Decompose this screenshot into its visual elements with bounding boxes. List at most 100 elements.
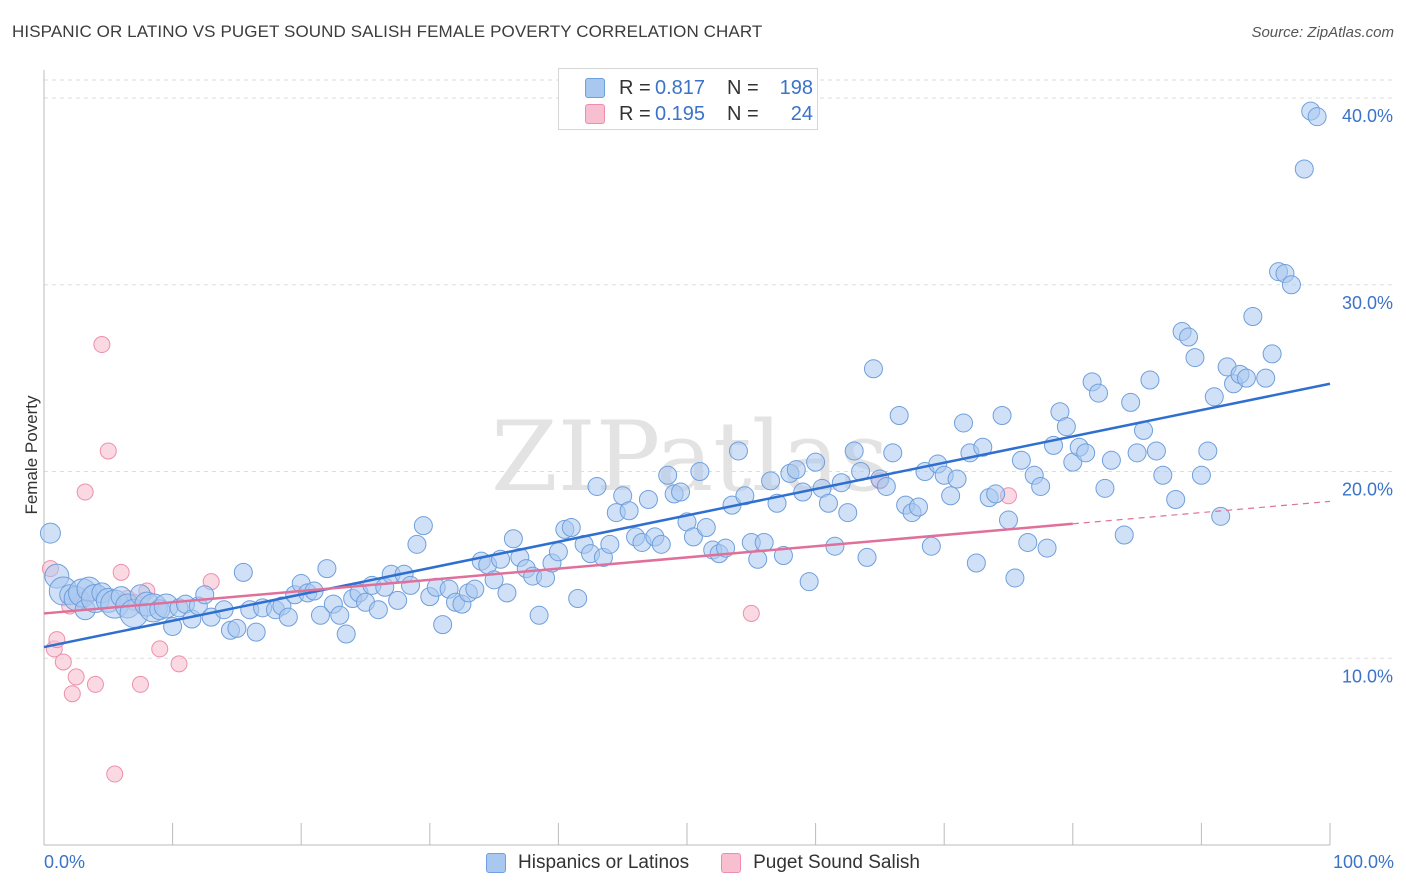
point-hispanics — [786, 460, 806, 480]
point-hispanics — [503, 529, 523, 549]
point-hispanics — [947, 469, 967, 489]
legend-label-salish: Puget Sound Salish — [753, 852, 920, 873]
point-hispanics — [966, 553, 986, 573]
point-hispanics — [407, 534, 427, 554]
y-tick-label: 30.0% — [1342, 293, 1393, 313]
legend-label-hispanics: Hispanics or Latinos — [518, 852, 690, 873]
point-salish — [54, 653, 72, 671]
point-salish — [76, 483, 94, 501]
point-hispanics — [1056, 417, 1076, 437]
point-hispanics — [638, 490, 658, 510]
point-hispanics — [1185, 348, 1205, 368]
chart-title: HISPANIC OR LATINO VS PUGET SOUND SALISH… — [12, 22, 763, 41]
point-salish — [99, 442, 117, 460]
point-hispanics — [1166, 490, 1186, 510]
legend-item-salish: Puget Sound Salish — [721, 852, 920, 874]
point-hispanics — [233, 562, 253, 582]
point-hispanics — [799, 572, 819, 592]
legend-swatch-blue — [585, 78, 605, 98]
trend-lines — [43, 382, 1331, 649]
point-hispanics — [1153, 465, 1173, 485]
point-hispanics — [818, 493, 838, 513]
point-hispanics — [246, 622, 266, 642]
legend-item-hispanics: Hispanics or Latinos — [486, 852, 689, 874]
legend-row-salish: R = 0.195 N = 24 — [585, 102, 813, 126]
point-hispanics — [973, 437, 993, 457]
legend-r-label: R = — [619, 76, 651, 99]
point-hispanics — [1076, 443, 1096, 463]
point-hispanics — [413, 516, 433, 536]
point-hispanics — [1243, 307, 1263, 327]
legend-r-label: R = — [619, 102, 651, 125]
point-hispanics — [1179, 327, 1199, 347]
point-hispanics — [1262, 344, 1282, 364]
point-hispanics — [39, 522, 61, 544]
series-legend: Hispanics or Latinos Puget Sound Salish — [0, 852, 1406, 874]
trend-line-hispanics — [43, 382, 1331, 649]
point-hispanics — [336, 624, 356, 644]
point-hispanics — [497, 583, 517, 603]
point-hispanics — [1101, 450, 1121, 470]
point-hispanics — [1236, 368, 1256, 388]
legend-n-label: N = — [727, 102, 759, 125]
point-hispanics — [921, 536, 941, 556]
point-hispanics — [1005, 568, 1025, 588]
point-hispanics — [999, 510, 1018, 530]
point-salish — [63, 685, 81, 703]
y-tick-label: 20.0% — [1342, 480, 1393, 500]
point-hispanics — [1294, 159, 1314, 179]
point-hispanics — [1011, 450, 1031, 470]
point-hispanics — [1114, 525, 1134, 545]
point-salish — [93, 336, 111, 354]
point-hispanics — [889, 405, 909, 425]
x-tick-max: 100.0% — [1332, 852, 1394, 872]
point-salish — [112, 563, 130, 581]
point-hispanics — [548, 542, 568, 562]
point-hispanics — [1089, 383, 1109, 403]
point-hispanics — [651, 534, 671, 554]
point-hispanics — [310, 605, 330, 625]
point-hispanics — [1127, 443, 1147, 463]
series-hispanics-or-latinos — [39, 101, 1327, 644]
point-hispanics — [330, 605, 350, 625]
point-hispanics — [1121, 392, 1141, 412]
point-hispanics — [761, 471, 781, 491]
y-tick-label: 40.0% — [1342, 106, 1393, 126]
y-tick-label: 10.0% — [1342, 666, 1393, 686]
point-salish — [106, 765, 124, 783]
point-hispanics — [671, 482, 691, 502]
point-hispanics — [1281, 275, 1301, 295]
point-hispanics — [806, 452, 826, 472]
point-salish — [151, 640, 169, 658]
point-hispanics — [317, 559, 337, 579]
point-hispanics — [587, 476, 607, 496]
point-hispanics — [1095, 478, 1115, 498]
point-hispanics — [1256, 368, 1276, 388]
legend-swatch-pink — [721, 853, 742, 873]
point-hispanics — [992, 405, 1012, 425]
legend-n-label: N = — [727, 76, 759, 99]
point-hispanics — [401, 575, 421, 595]
point-hispanics — [953, 413, 973, 433]
point-hispanics — [600, 534, 620, 554]
point-hispanics — [838, 503, 858, 523]
point-hispanics — [696, 518, 716, 538]
point-hispanics — [568, 588, 588, 608]
point-hispanics — [754, 532, 774, 552]
legend-n-value: 24 — [790, 102, 813, 125]
point-hispanics — [728, 441, 748, 461]
point-hispanics — [1018, 532, 1038, 552]
point-hispanics — [941, 486, 961, 506]
point-hispanics — [683, 527, 703, 547]
point-hispanics — [1146, 441, 1166, 461]
point-hispanics — [876, 476, 896, 496]
point-salish — [170, 655, 188, 673]
trend-line-salish — [43, 522, 1073, 615]
point-hispanics — [368, 600, 388, 620]
point-hispanics — [1198, 441, 1218, 461]
point-hispanics — [388, 590, 408, 610]
point-hispanics — [857, 547, 877, 567]
point-salish — [131, 675, 149, 693]
legend-r-value: 0.195 — [655, 102, 706, 125]
legend-swatch-pink — [585, 104, 605, 124]
